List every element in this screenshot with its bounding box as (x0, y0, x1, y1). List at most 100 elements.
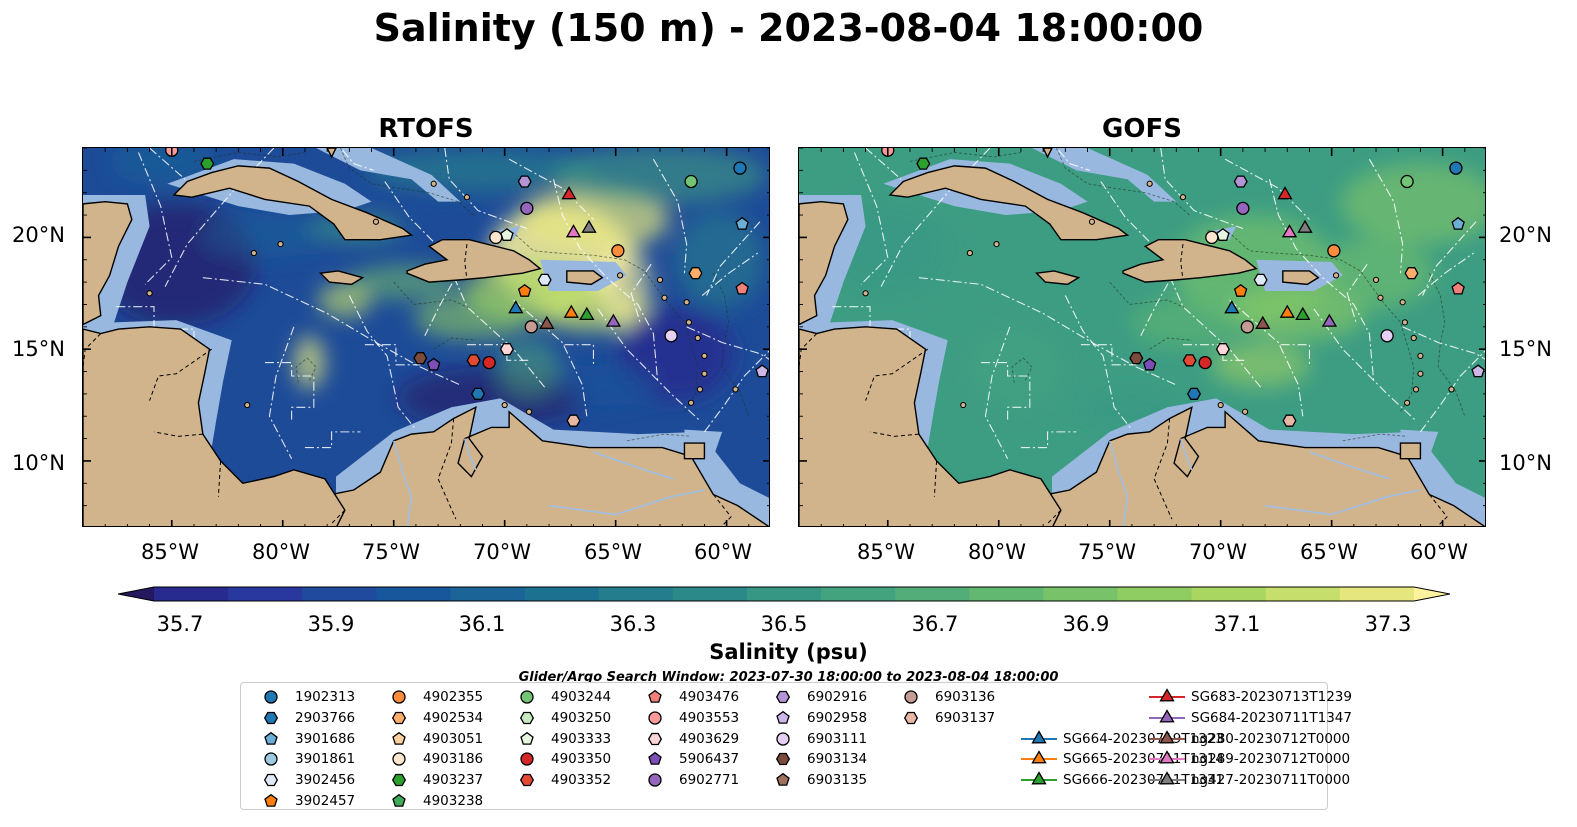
eez-boundary (1368, 158, 1404, 274)
river (1108, 440, 1129, 526)
observation-marker (517, 175, 532, 188)
legend-label: SG665-20230711T1314 (1063, 751, 1224, 768)
observation-marker (466, 354, 481, 367)
eez-boundary (686, 326, 769, 360)
lat-tick-left: 20°N (12, 223, 65, 247)
legend-label: 4903352 (551, 772, 612, 789)
land-bahamas (326, 148, 337, 159)
colorbar-tick: 36.5 (760, 612, 808, 636)
island (1401, 319, 1408, 326)
observation-marker (1233, 283, 1248, 297)
island (1417, 370, 1424, 377)
island (1241, 408, 1249, 415)
legend-label: 6902771 (679, 772, 740, 789)
bathymetry-contour (909, 152, 1022, 162)
eez-boundary (1058, 149, 1090, 171)
river (1179, 438, 1193, 471)
island (1146, 180, 1153, 187)
eez-boundary (149, 148, 186, 180)
eez-boundary (116, 306, 195, 347)
colorbar-extend-low (118, 587, 154, 601)
legend-marker (392, 752, 406, 767)
observation-marker (733, 161, 747, 175)
observation-marker (1224, 300, 1240, 314)
legend-marker (1149, 729, 1185, 744)
country-border (1428, 494, 1448, 526)
eez-boundary (1313, 308, 1417, 422)
lat-tick-right: 10°N (1499, 451, 1552, 475)
colorbar-outline (118, 586, 1450, 602)
bathymetry-contour (433, 337, 476, 350)
land-cuba (172, 165, 414, 241)
eez-boundary (348, 295, 417, 430)
observation-marker (1404, 267, 1419, 280)
legend-marker (263, 774, 279, 787)
legend-label: 6903135 (807, 772, 868, 789)
island (862, 290, 869, 297)
legend-label: ng427-20230711T0000 (1191, 772, 1351, 789)
observation-marker (1281, 224, 1298, 238)
lon-tick: 65°W (1300, 540, 1358, 564)
eez-boundary (865, 148, 902, 180)
legend: 1902313 2903766 3901686 3901861 3902456 39024… (240, 682, 1352, 810)
legend-marker (1021, 750, 1057, 764)
legend-marker (520, 752, 534, 767)
colorbar-segment (895, 587, 970, 601)
legend-label: 4903333 (551, 730, 612, 747)
lon-tick: 70°W (1189, 540, 1247, 564)
observation-marker (1451, 216, 1465, 230)
legend-marker (264, 731, 278, 745)
lon-tick: 60°W (1410, 540, 1468, 564)
eez-boundary (1280, 344, 1311, 365)
legend-label: SG683-20230713T1239 (1191, 689, 1352, 705)
observation-marker (735, 281, 749, 295)
eez-boundary (444, 148, 528, 229)
eez-boundary (1224, 158, 1310, 220)
observation-marker (1380, 329, 1394, 343)
legend-marker (648, 773, 662, 787)
salinity-feature (675, 210, 765, 309)
observation-marker (1129, 352, 1144, 365)
legend-marker (776, 710, 790, 724)
bathymetry-contour (712, 272, 750, 417)
bathymetry-contour (1056, 148, 1190, 216)
observation-marker (611, 244, 625, 258)
observation-marker (1255, 315, 1271, 329)
legend-label: 4903244 (551, 689, 612, 705)
island (525, 408, 533, 415)
legend-label: ng289-20230712T0000 (1191, 751, 1351, 768)
island (1217, 401, 1224, 409)
legend-label: SG664-20230719T1323 (1063, 730, 1224, 747)
lat-tick-left: 15°N (12, 337, 65, 361)
observation-marker (1142, 357, 1157, 371)
land-puertorico (566, 270, 604, 286)
land-hispaniola (406, 238, 542, 283)
observation-marker (470, 387, 486, 400)
lon-tick: 60°W (694, 540, 752, 564)
legend-marker (648, 711, 662, 725)
legend-label: 3901686 (295, 730, 356, 747)
bathymetry-contour (491, 230, 699, 413)
island (501, 401, 508, 409)
land-yucatan (799, 200, 849, 326)
island (244, 401, 251, 409)
lon-tick: 80°W (252, 540, 310, 564)
island (1179, 194, 1187, 201)
legend-label: 4903186 (423, 751, 484, 768)
legend-label: 3901861 (295, 751, 356, 768)
island (1410, 334, 1417, 342)
land-hispaniola (1122, 238, 1258, 283)
colorbar-segment (821, 587, 896, 601)
river (1264, 489, 1421, 516)
colorbar-segment (450, 587, 526, 601)
observation-marker (520, 201, 534, 216)
salinity-feature (1211, 342, 1310, 388)
legend-marker (903, 711, 919, 724)
legend-marker (648, 752, 662, 766)
observation-marker (561, 186, 577, 200)
observation-marker (482, 355, 496, 370)
colorbar-segment (524, 587, 600, 601)
country-border (331, 509, 346, 524)
observation-marker (499, 343, 514, 356)
island (696, 386, 704, 393)
